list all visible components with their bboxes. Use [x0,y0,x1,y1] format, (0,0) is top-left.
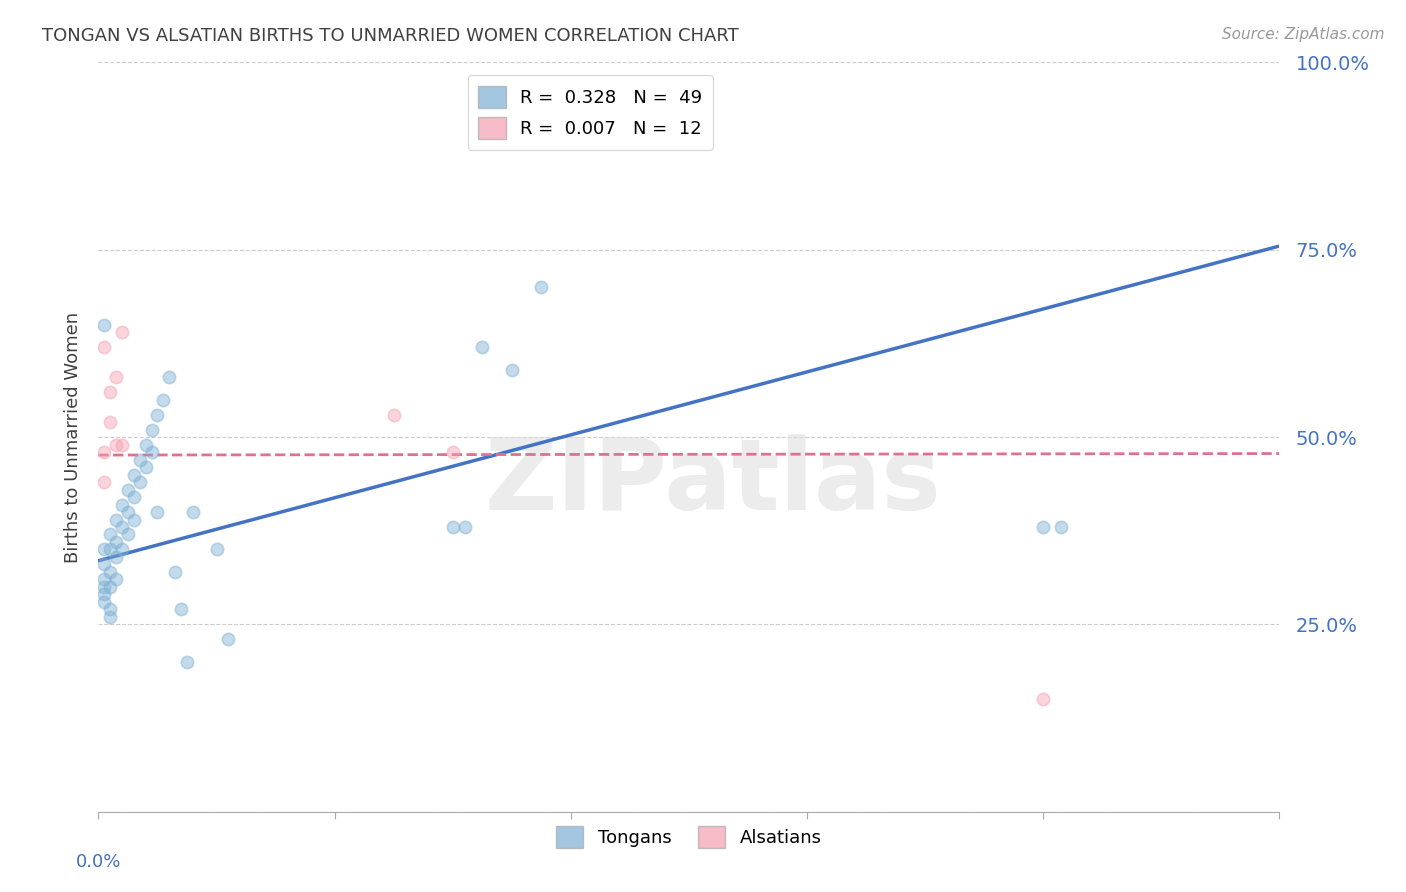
Point [128,475,150,489]
Point [93,580,115,594]
Point [105,437,128,451]
Point [146,505,169,519]
Point [135,460,157,475]
Point [146,408,169,422]
Point [122,512,145,526]
Point [93,318,115,332]
Text: Source: ZipAtlas.com: Source: ZipAtlas.com [1222,27,1385,42]
Point [165,565,187,579]
Point [98,385,121,400]
Point [111,498,134,512]
Point [93,573,115,587]
Point [501,362,523,376]
Point [93,475,115,489]
Point [111,325,134,339]
Point [105,535,128,549]
Point [122,467,145,482]
Point [93,340,115,354]
Point [98,415,121,429]
Point [135,437,157,451]
Text: TONGAN VS ALSATIAN BIRTHS TO UNMARRIED WOMEN CORRELATION CHART: TONGAN VS ALSATIAN BIRTHS TO UNMARRIED W… [42,27,740,45]
Point [181,505,204,519]
Point [441,445,464,459]
Point [1032,520,1054,534]
Point [93,595,115,609]
Point [111,542,134,557]
Point [105,512,128,526]
Point [93,445,115,459]
Point [111,437,134,451]
Point [117,483,139,497]
Point [1050,520,1073,534]
Point [141,423,163,437]
Legend: Tongans, Alsatians: Tongans, Alsatians [548,819,830,855]
Point [1032,692,1054,706]
Point [93,587,115,601]
Point [176,655,198,669]
Point [93,558,115,572]
Point [93,542,115,557]
Point [98,542,121,557]
Point [105,573,128,587]
Point [152,392,174,407]
Point [128,452,150,467]
Point [105,549,128,564]
Text: ZIPatlas: ZIPatlas [484,434,941,531]
Point [98,527,121,541]
Point [117,527,139,541]
Point [105,370,128,384]
Point [471,340,494,354]
Point [117,505,139,519]
Point [441,520,464,534]
Point [122,490,145,504]
Point [111,520,134,534]
Point [217,632,239,647]
Point [98,610,121,624]
Point [98,565,121,579]
Text: 0.0%: 0.0% [76,853,121,871]
Y-axis label: Births to Unmarried Women: Births to Unmarried Women [63,311,82,563]
Point [205,542,228,557]
Point [98,602,121,616]
Point [157,370,180,384]
Point [453,520,475,534]
Point [98,580,121,594]
Point [170,602,193,616]
Point [382,408,405,422]
Point [141,445,163,459]
Point [530,280,553,294]
